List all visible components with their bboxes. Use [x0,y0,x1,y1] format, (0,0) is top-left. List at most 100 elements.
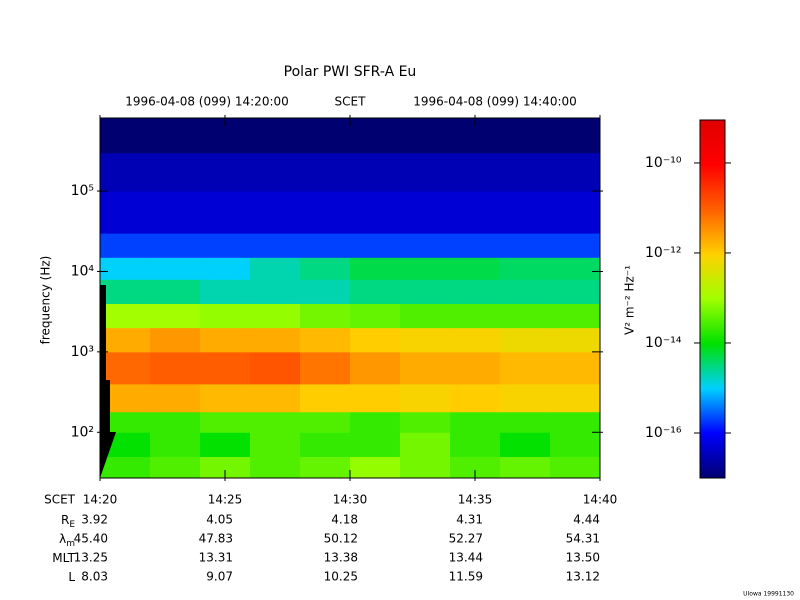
heatmap-cell [500,118,551,154]
heatmap-cell [450,303,501,329]
heatmap-cell [350,351,401,385]
end-time: 1996-04-08 (099) 14:40:00 [413,95,577,109]
heatmap-cell [450,257,501,280]
ephemeris-value: 4.18 [331,513,358,527]
ephemeris-value: 13.50 [566,551,600,565]
heatmap-cell [100,152,151,192]
ephemeris-value: 4.31 [456,513,483,527]
colorbar-tick-label: 10⁻¹² [645,245,681,261]
heatmap-cell [400,351,451,385]
ephemeris-value: 13.44 [449,551,483,565]
heatmap-cell [200,191,251,234]
heatmap-cell [400,432,451,457]
ephemeris-row-label: λm [59,532,75,549]
heatmap-cell [200,456,251,479]
start-time: 1996-04-08 (099) 14:20:00 [125,95,289,109]
data-gap [100,285,116,478]
heatmap-cell [300,303,351,329]
ephemeris-value: 13.12 [566,570,600,584]
heatmap-cell [200,233,251,258]
x-tick-label: 14:25 [208,493,243,507]
ephemeris-value: 52.27 [449,532,483,546]
colorbar-tick-label: 10⁻¹⁶ [645,425,682,441]
heatmap-cell [500,303,551,329]
row-name: L [68,570,75,584]
heatmap-cell [250,257,301,280]
row-name: R [61,513,69,527]
heatmap-cell [550,118,601,154]
heatmap-cell [350,152,401,192]
heatmap-cell [400,279,451,304]
colorbar [699,119,726,479]
y-tick-label: 10³ [71,344,94,360]
heatmap-cell [450,411,501,433]
chart-title: Polar PWI SFR-A Eu [284,64,417,80]
heatmap-cell [250,411,301,433]
heatmap-cell [450,279,501,304]
heatmap-cell [350,233,401,258]
heatmap-cell [250,118,301,154]
heatmap-cell [100,279,151,304]
heatmap-cell [100,456,151,479]
x-tick-label: 14:40 [583,493,618,507]
colorbar-tick-label: 10⁻¹⁰ [645,155,682,171]
heatmap-cell [550,152,601,192]
row-subscript: m [66,539,75,549]
heatmap-cell [300,118,351,154]
heatmap-cell [500,257,551,280]
heatmap-cell [250,233,301,258]
heatmap-cell [150,351,201,385]
heatmap-cell [450,233,501,258]
heatmap-cell [150,118,201,154]
heatmap-cell [400,152,451,192]
heatmap-cell [350,432,401,457]
heatmap-cell [500,456,551,479]
y-axis-label: frequency (Hz) [39,256,53,345]
ephemeris-row-label: MLT [52,551,75,565]
heatmap-cell [100,411,151,433]
heatmap-cell [400,303,451,329]
heatmap-cell [500,411,551,433]
heatmap-cell [150,383,201,413]
heatmap-cell [450,456,501,479]
heatmap-cell [100,351,151,385]
heatmap [100,118,601,479]
heatmap-cell [400,383,451,413]
heatmap-cell [350,456,401,479]
heatmap-cell [100,303,151,329]
heatmap-cell [100,257,151,280]
heatmap-cell [400,327,451,353]
heatmap-cell [550,257,601,280]
heatmap-cell [400,411,451,433]
ephemeris-value: 4.05 [206,513,233,527]
heatmap-cell [100,233,151,258]
heatmap-cell [550,279,601,304]
heatmap-cell [300,279,351,304]
heatmap-cell [200,432,251,457]
heatmap-cell [550,411,601,433]
heatmap-cell [500,191,551,234]
row-subscript: E [69,520,75,530]
heatmap-cell [300,152,351,192]
heatmap-cell [350,257,401,280]
heatmap-cell [500,327,551,353]
ephemeris-value: 13.31 [199,551,233,565]
heatmap-cell [300,432,351,457]
heatmap-cell [450,432,501,457]
heatmap-cell [300,411,351,433]
heatmap-cell [150,279,201,304]
heatmap-cell [150,327,201,353]
ephemeris-value: 3.92 [81,513,108,527]
heatmap-cell [300,327,351,353]
heatmap-cell [100,327,151,353]
heatmap-cell [250,327,301,353]
ephemeris-value: 50.12 [324,532,358,546]
heatmap-cell [150,233,201,258]
colorbar-label: V² m⁻² Hz⁻¹ [623,265,637,335]
heatmap-cell [500,383,551,413]
heatmap-cell [350,411,401,433]
heatmap-cell [400,118,451,154]
heatmap-cell [200,303,251,329]
heatmap-cell [450,383,501,413]
